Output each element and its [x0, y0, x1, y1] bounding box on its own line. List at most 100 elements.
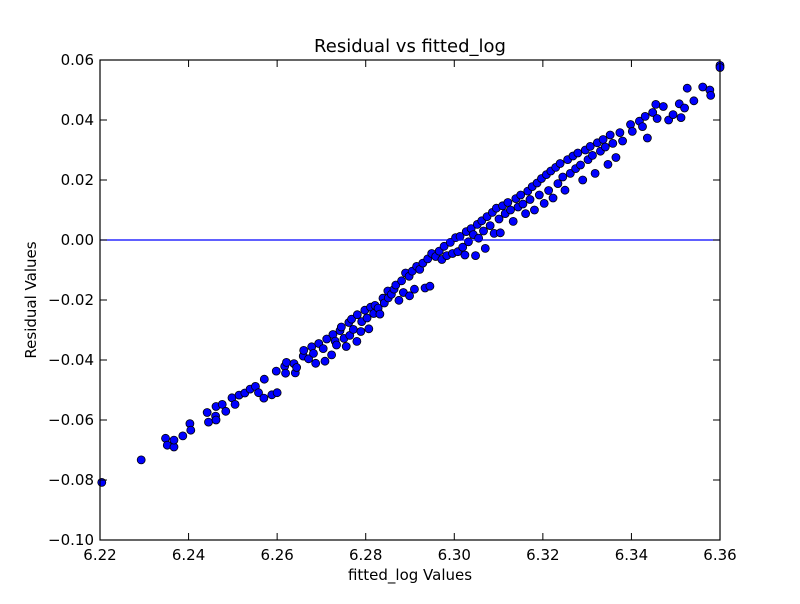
scatter-point	[336, 322, 346, 332]
scatter-point	[304, 354, 313, 364]
scatter-point	[615, 128, 625, 138]
scatter-point	[598, 135, 608, 144]
scatter-point	[221, 406, 231, 416]
scatter-point	[658, 102, 668, 111]
scatter-point	[642, 133, 652, 143]
x-tick-label: 6.22	[83, 546, 116, 564]
x-tick-label: 6.36	[703, 546, 736, 564]
scatter-point	[638, 122, 647, 131]
x-tick-label: 6.26	[260, 546, 293, 564]
y-tick-label: 0.02	[61, 171, 94, 189]
scatter-point	[217, 399, 227, 409]
scatter-point	[555, 159, 565, 168]
scatter-point	[600, 142, 610, 152]
scatter-point	[503, 198, 513, 207]
scatter-point	[521, 209, 530, 219]
scatter-point	[230, 399, 240, 409]
scatter-point	[585, 141, 595, 151]
x-tick-label: 6.34	[615, 546, 648, 564]
scatter-point	[544, 186, 554, 195]
scatter-point	[485, 221, 495, 231]
scatter-point	[530, 205, 539, 215]
scatter-point	[410, 284, 419, 294]
y-tick-label: 0.06	[61, 51, 94, 69]
scatter-point	[356, 327, 366, 336]
y-axis-label: Residual Values	[22, 241, 40, 358]
scatter-point	[480, 243, 490, 253]
x-tick-label: 6.32	[526, 546, 559, 564]
scatter-point	[676, 113, 686, 122]
x-tick-label: 6.30	[438, 546, 471, 564]
scatter-point	[347, 314, 356, 324]
axis-ticks: 6.22 6.24 6.26 6.28 6.30 6.32 6.34 6.36 0.06 0.04…	[48, 51, 737, 564]
scatter-point	[516, 190, 526, 200]
scatter-point	[425, 281, 435, 291]
scatter-point	[169, 435, 179, 445]
scatter-point	[322, 334, 332, 344]
scatter-point	[136, 455, 146, 465]
scatter-point	[508, 216, 518, 226]
scatter-point	[211, 415, 221, 425]
scatter-point	[460, 250, 470, 260]
scatter-point	[282, 357, 291, 367]
scatter-point	[259, 393, 269, 403]
scatter-point	[405, 291, 414, 301]
scatter-point	[178, 431, 188, 441]
scatter-point	[397, 276, 406, 286]
scatter-point	[271, 366, 281, 376]
x-axis-label: fitted_log Values	[348, 566, 472, 585]
scatter-point	[518, 199, 528, 209]
scatter-point	[652, 114, 662, 123]
scatter-point	[648, 108, 658, 117]
scatter-point	[560, 185, 570, 195]
scatter-point	[309, 348, 318, 358]
scatter-point	[680, 103, 689, 113]
scatter-point	[539, 198, 549, 208]
scatter-point	[603, 159, 613, 169]
scatter-point	[651, 100, 661, 109]
scatter-point	[706, 91, 716, 100]
y-tick-label: −0.04	[48, 351, 94, 369]
scatter-point	[464, 237, 473, 247]
scatter-point	[548, 193, 558, 203]
scatter-point	[362, 313, 372, 323]
scatter-point	[618, 136, 627, 146]
scatter-point	[553, 179, 563, 189]
y-tick-label: 0.04	[61, 111, 94, 129]
scatter-point	[611, 153, 621, 162]
scatter-point	[364, 324, 374, 334]
scatter-point	[311, 358, 321, 368]
scatter-point	[590, 168, 600, 178]
scatter-point	[494, 214, 504, 224]
y-tick-label: −0.06	[48, 411, 94, 429]
scatter-point	[689, 96, 699, 106]
scatter-point	[202, 408, 212, 417]
scatter-point	[627, 126, 637, 136]
scatter-point	[254, 388, 263, 398]
scatter-point	[471, 251, 480, 261]
scatter-point	[394, 295, 404, 305]
scatter-point	[375, 309, 385, 319]
scatter-point	[682, 83, 692, 93]
scatter-point	[474, 233, 484, 243]
scatter-point	[439, 241, 449, 251]
scatter-point	[506, 205, 515, 215]
scatter-point	[558, 172, 568, 182]
scatter-point	[668, 110, 678, 119]
y-tick-label: −0.08	[48, 471, 94, 489]
scatter-point	[640, 112, 650, 121]
scatter-point	[576, 160, 585, 170]
scatter-point	[318, 344, 328, 354]
scatter-point	[292, 363, 302, 372]
scatter-point	[281, 368, 290, 378]
chart-title: Residual vs fitted_log	[314, 36, 506, 57]
scatter-point	[525, 195, 535, 204]
scatter-point	[332, 340, 341, 350]
scatter-point	[352, 336, 362, 346]
scatter-point	[259, 374, 269, 384]
y-tick-label: −0.10	[48, 531, 94, 549]
scatter-point	[479, 226, 488, 236]
scatter-point	[348, 324, 358, 334]
scatter-point	[327, 350, 337, 360]
